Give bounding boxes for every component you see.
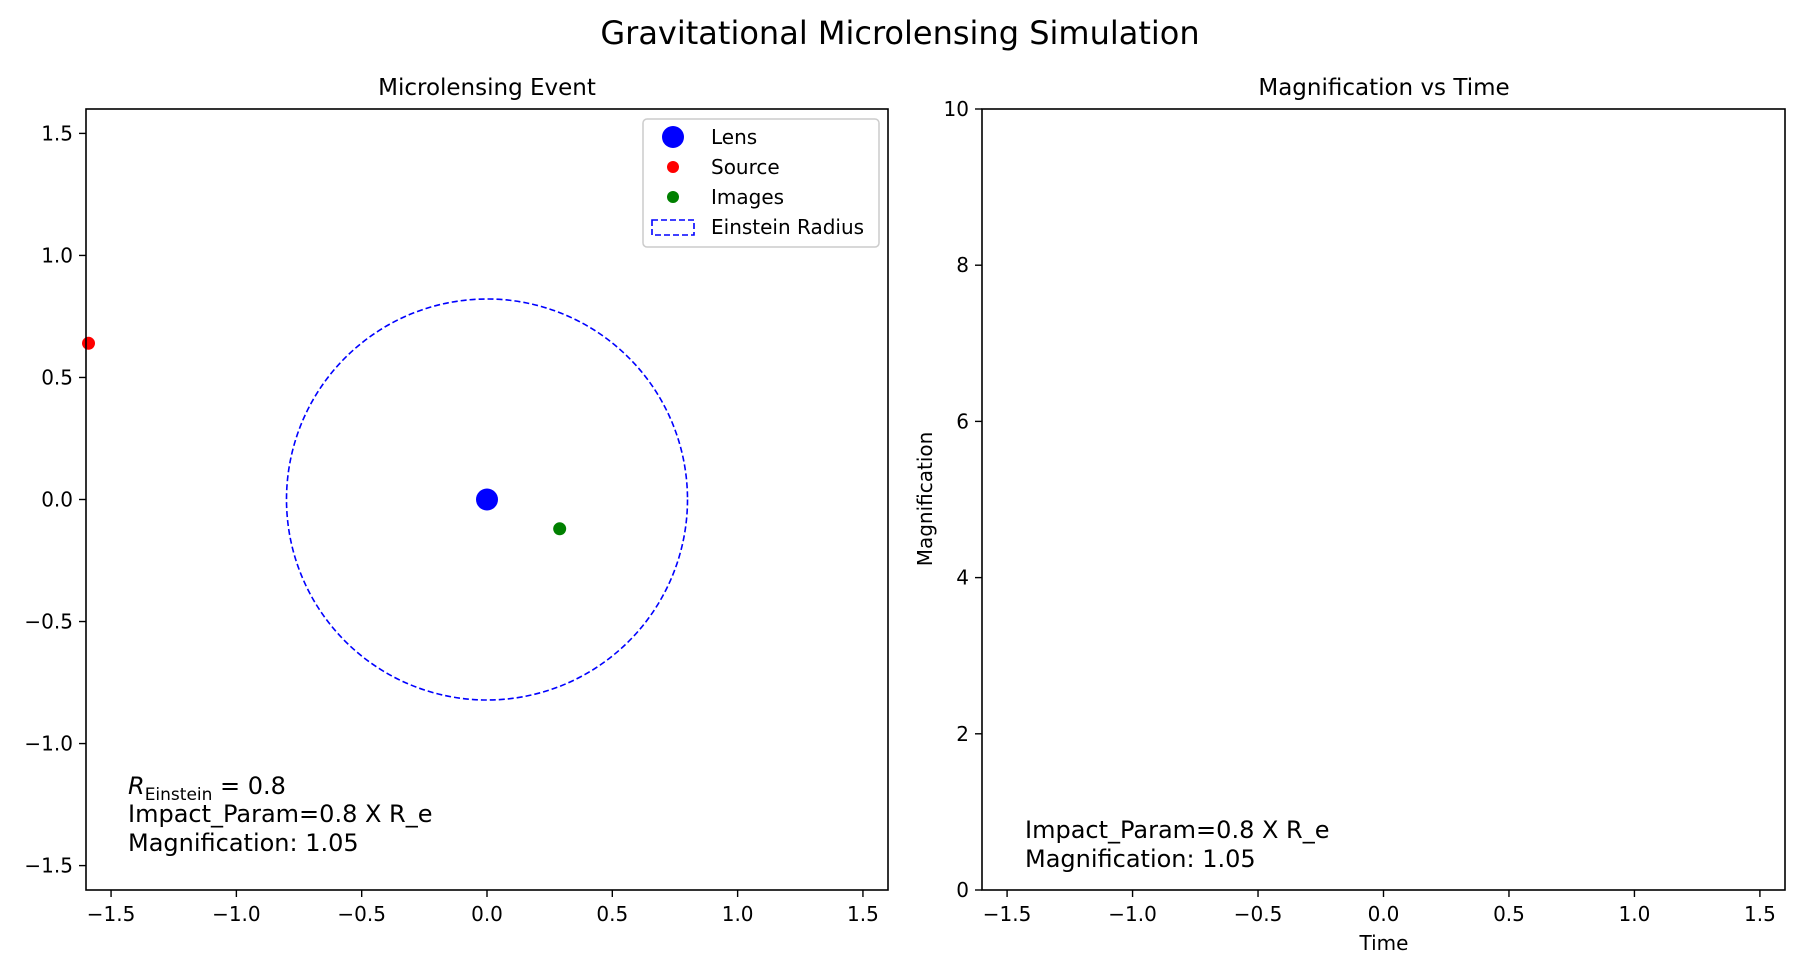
legend-lens-label: Lens [711,125,757,149]
right-x-tick-label: 1.5 [1744,902,1776,926]
right-y-tick-label: 6 [956,409,969,433]
right-y-axis-label: Magnification [913,432,937,567]
einstein-radius-annotation: REinstein = 0.8 [128,772,286,805]
legend-box [642,118,880,248]
left-panel: Microlensing Event −1.5 −1.0 −0.5 0.0 0.5 1.0… [24,75,889,926]
left-x-tick-label: 1.0 [722,902,754,926]
left-x-tick-label: −1.0 [212,902,261,926]
legend-images-marker [667,191,679,203]
source-point [82,336,96,350]
legend-source-label: Source [711,155,780,179]
right-x-tick-label: 0.5 [1493,902,1525,926]
right-y-tick-label: 2 [956,722,969,746]
right-panel-title: Magnification vs Time [1258,75,1509,101]
left-x-tick-label: 0.0 [471,902,503,926]
right-x-axis: −1.5 −1.0 −0.5 0.0 0.5 1.0 1.5 [983,890,1776,926]
left-x-tick-label: −0.5 [337,902,386,926]
image-point [553,522,567,536]
impact-param-annotation-left: Impact_Param=0.8 X R_e [128,800,432,828]
right-x-tick-label: −1.0 [1108,902,1157,926]
right-panel: Magnification vs Time −1.5 −1.0 −0.5 0.0 0.5… [913,75,1786,955]
legend-einstein-label: Einstein Radius [711,215,864,239]
legend-lens-marker [662,126,684,148]
right-y-tick-label: 4 [956,566,969,590]
left-marks [82,298,689,701]
left-y-axis: −1.5 −1.0 −0.5 0.0 0.5 1.0 1.5 [24,121,86,878]
left-x-tick-label: 0.5 [596,902,628,926]
right-y-tick-label: 8 [956,253,969,277]
right-axes-frame [981,108,1786,891]
left-y-tick-label: 1.0 [41,243,73,267]
right-x-tick-label: 0.0 [1368,902,1400,926]
right-y-axis: 0 2 4 6 8 10 [944,97,982,902]
legend-source-marker [667,161,679,173]
legend: Lens Source Images Einstein Radius [642,118,880,248]
left-x-axis: −1.5 −1.0 −0.5 0.0 0.5 1.0 1.5 [87,890,879,926]
left-y-tick-label: −1.0 [24,732,73,756]
impact-param-annotation-right: Impact_Param=0.8 X R_e [1025,816,1329,844]
right-y-tick-label: 10 [944,97,969,121]
left-y-tick-label: 1.5 [41,121,73,145]
left-panel-title: Microlensing Event [378,75,596,101]
left-y-tick-label: 0.0 [41,488,73,512]
einstein-radius-circle [285,298,689,701]
right-x-tick-label: −0.5 [1234,902,1283,926]
right-x-axis-label: Time [1359,931,1409,955]
left-x-tick-label: 1.5 [847,902,879,926]
figure-title: Gravitational Microlensing Simulation [600,14,1199,52]
lens-point [476,488,498,511]
legend-images-label: Images [711,185,784,209]
left-y-tick-label: 0.5 [41,365,73,389]
magnification-annotation-left: Magnification: 1.05 [128,829,359,857]
left-x-tick-label: −1.5 [87,902,136,926]
right-x-tick-label: −1.5 [983,902,1032,926]
left-y-tick-label: −0.5 [24,610,73,634]
left-y-tick-label: −1.5 [24,854,73,878]
legend-einstein-marker [651,219,695,236]
right-x-tick-label: 1.0 [1619,902,1651,926]
magnification-annotation-right: Magnification: 1.05 [1025,845,1256,873]
right-y-tick-label: 0 [956,878,969,902]
